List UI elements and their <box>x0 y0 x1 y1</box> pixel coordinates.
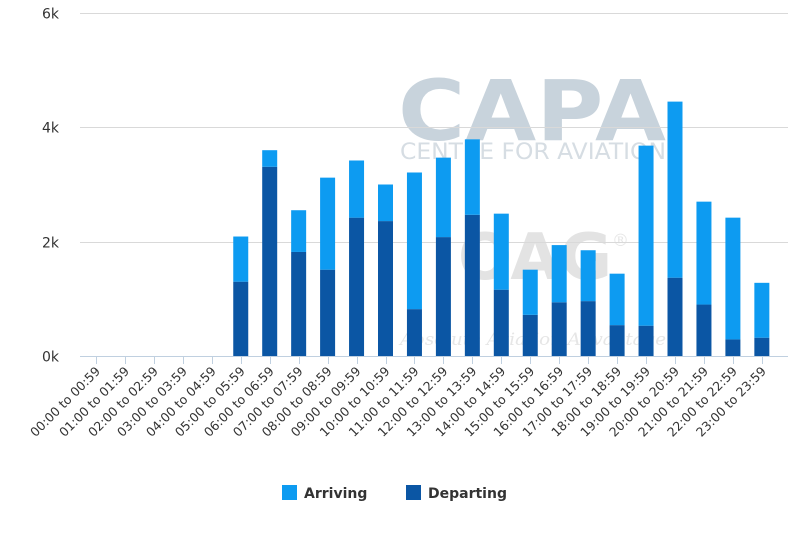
bar-arriving <box>378 184 393 222</box>
bar-departing <box>262 166 278 356</box>
bar-arriving <box>320 177 336 270</box>
bar-departing <box>609 325 625 356</box>
legend: Arriving Departing <box>282 485 507 502</box>
bar-departing <box>291 251 307 356</box>
bar-arriving <box>406 172 422 310</box>
bar-arriving <box>638 145 654 326</box>
bar-departing <box>349 217 365 356</box>
legend-swatch <box>282 485 297 500</box>
bar-arriving <box>725 217 741 340</box>
bar-departing <box>233 281 249 356</box>
bar-departing <box>378 221 393 356</box>
watermark-oag-mark: ® <box>612 231 629 251</box>
bar-departing <box>696 304 712 356</box>
bar-arriving <box>349 160 365 218</box>
bar-departing <box>435 237 451 356</box>
watermark-capa: CAPA <box>398 62 666 160</box>
bars <box>233 101 770 356</box>
bar-departing <box>725 339 741 356</box>
bar-departing <box>638 325 654 356</box>
bar-departing <box>406 309 422 356</box>
bar-arriving <box>464 139 480 215</box>
legend-label: Arriving <box>304 486 367 502</box>
bar-departing <box>464 214 480 356</box>
bar-arriving <box>233 236 249 282</box>
legend-label: Departing <box>428 486 507 502</box>
bar-arriving <box>696 201 712 305</box>
bar-arriving <box>291 210 307 252</box>
y-tick-label: 4k <box>42 121 60 137</box>
bar-departing <box>551 302 567 356</box>
bar-arriving <box>262 150 278 167</box>
bar-departing <box>754 337 770 356</box>
bar-departing <box>493 289 509 356</box>
bar-arriving <box>522 269 538 315</box>
bar-arriving <box>667 101 683 278</box>
bar-arriving <box>551 245 567 303</box>
bar-arriving <box>493 213 509 290</box>
y-tick-label: 6k <box>42 7 60 23</box>
bar-arriving <box>609 273 625 326</box>
bar-departing <box>320 269 336 356</box>
bar-arriving <box>435 157 451 238</box>
legend-swatch <box>406 485 421 500</box>
y-tick-label: 2k <box>42 236 60 252</box>
y-tick-label: 0k <box>42 350 60 366</box>
bar-departing <box>667 277 683 356</box>
bar-departing <box>580 301 596 356</box>
bar-arriving <box>754 282 770 338</box>
bar-departing <box>522 314 538 356</box>
bar-arriving <box>580 250 596 302</box>
